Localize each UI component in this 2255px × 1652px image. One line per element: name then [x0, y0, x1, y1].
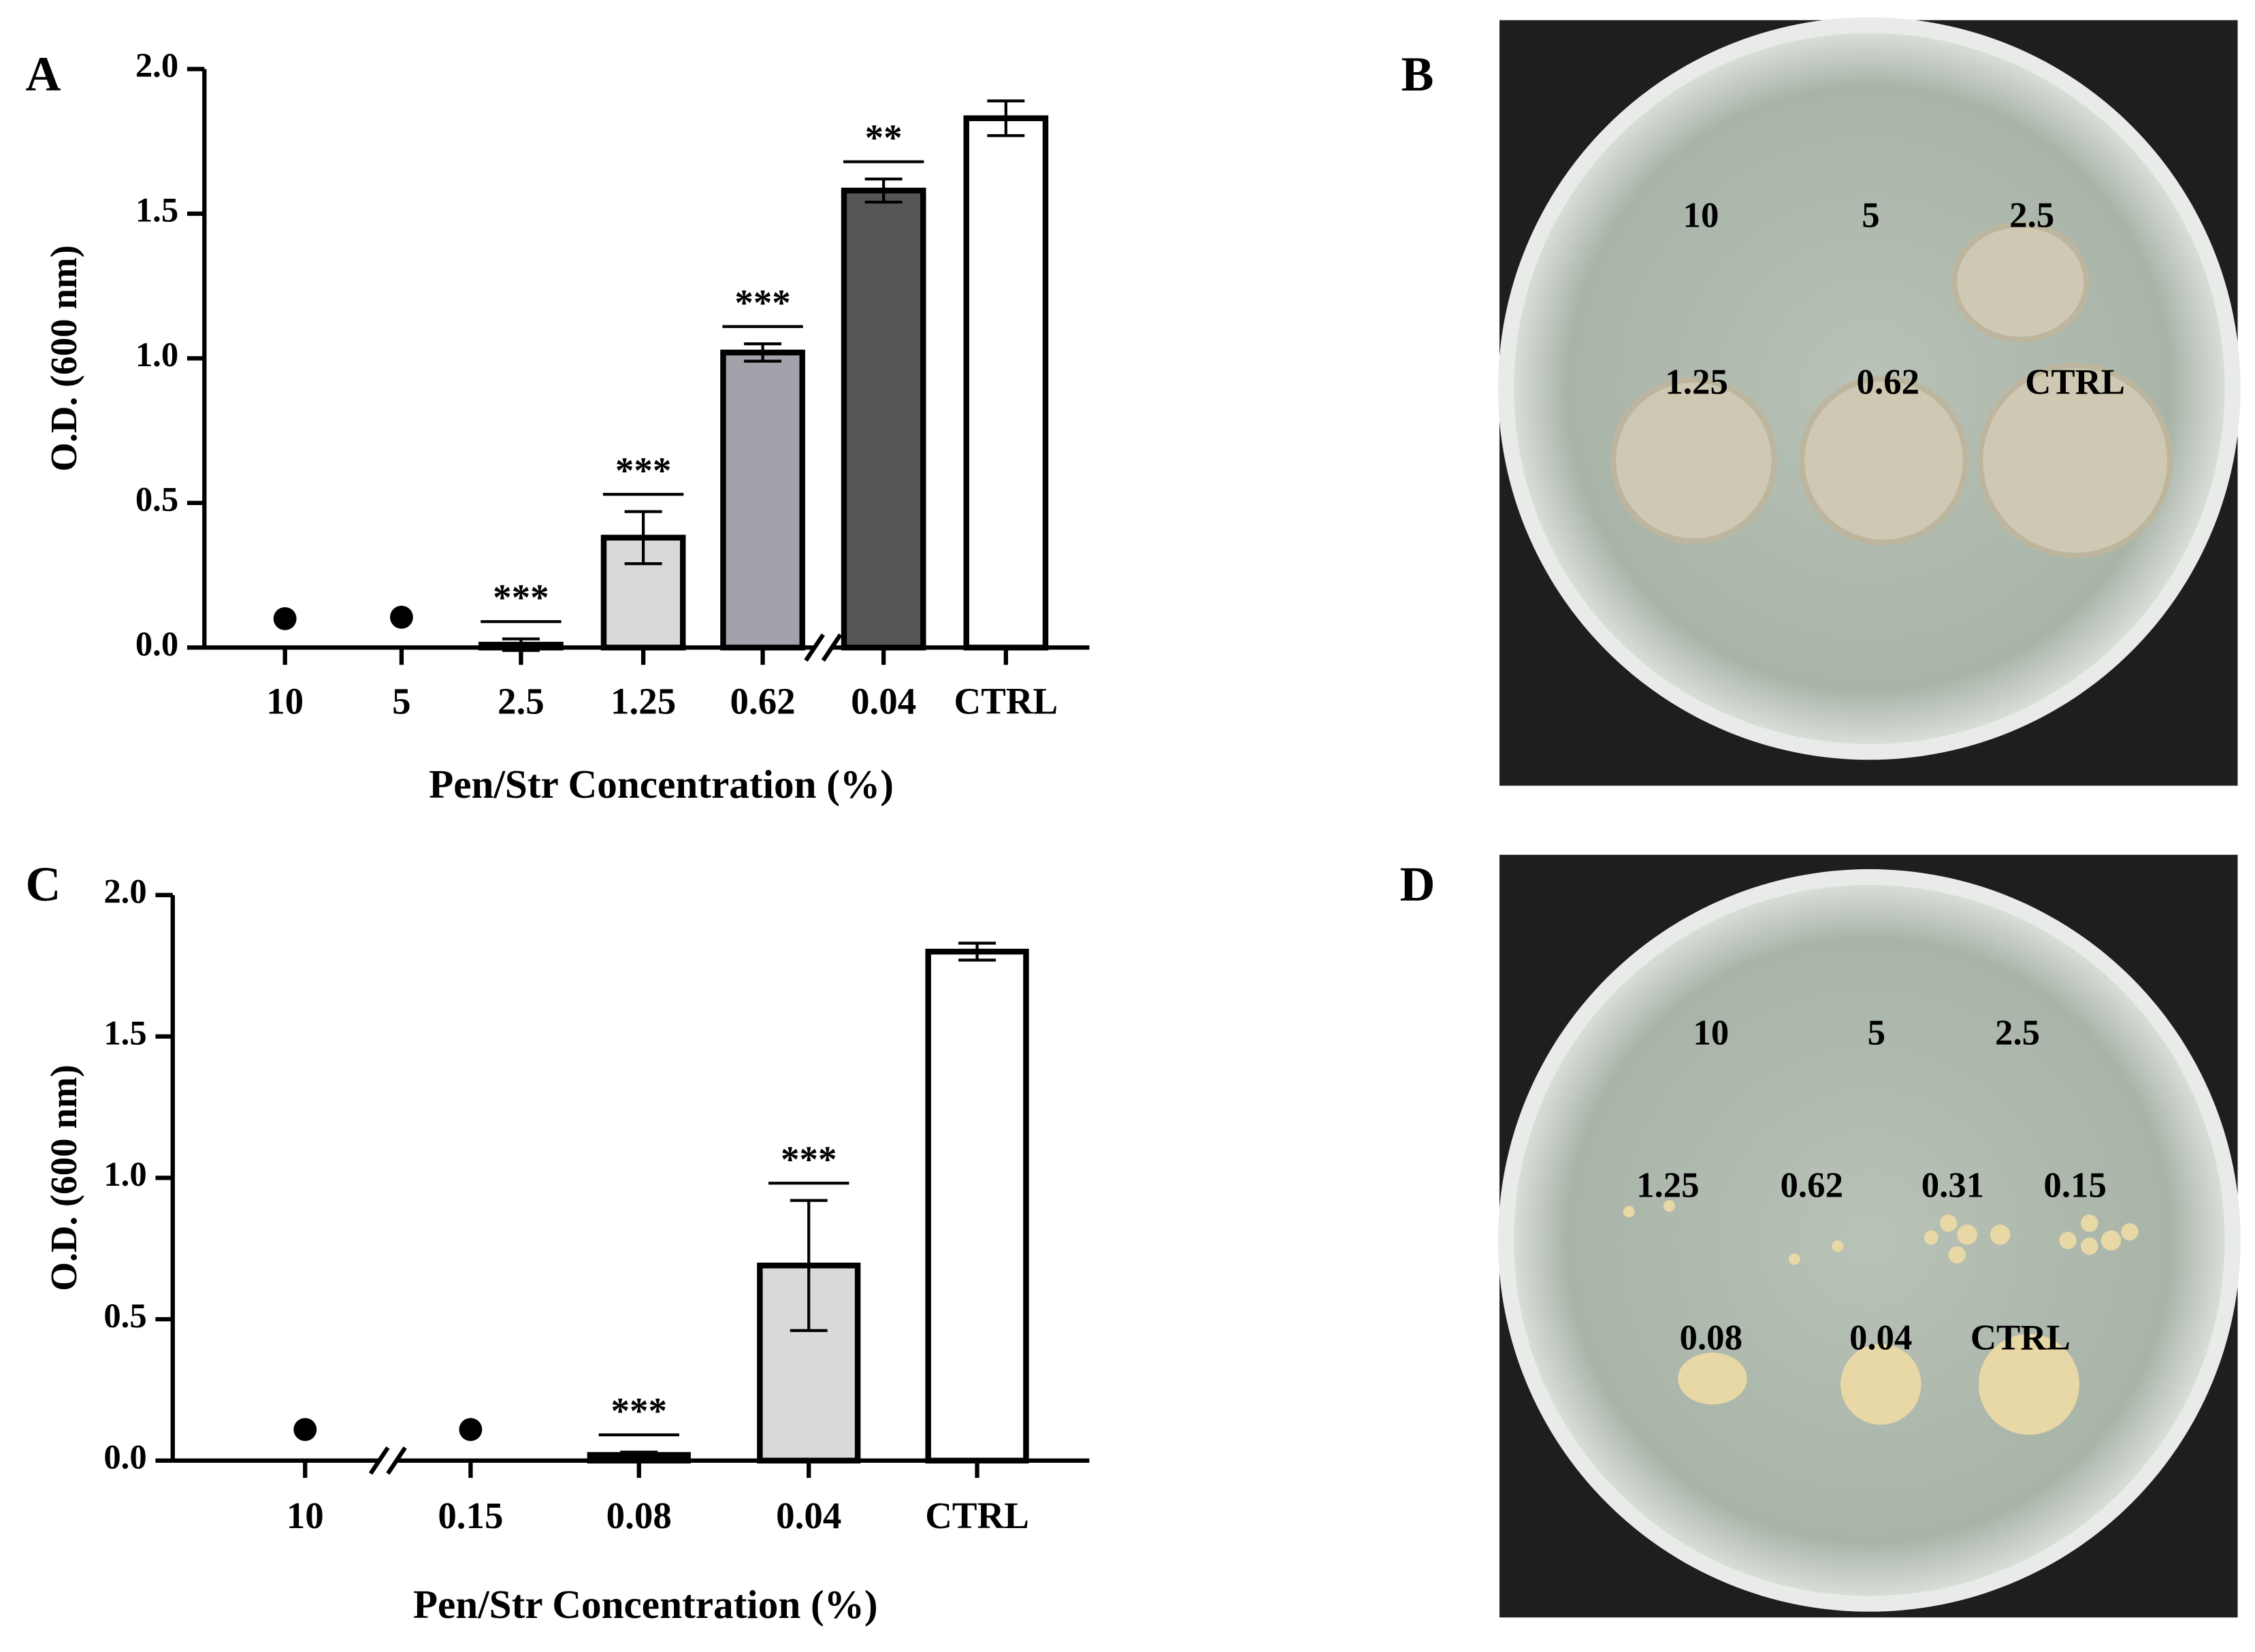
plate-label: 0.62 — [1781, 1165, 1843, 1205]
panel-label: B — [1401, 47, 1434, 101]
bar — [963, 115, 1049, 651]
x-tick-label: CTRL — [925, 1495, 1029, 1536]
significance-label: *** — [493, 577, 549, 618]
plate-label: 10 — [1693, 1013, 1729, 1052]
x-tick-label: 5 — [392, 681, 410, 722]
plate-label: 1.25 — [1665, 363, 1727, 402]
y-tick-label: 0.5 — [103, 1297, 146, 1335]
plate-label: 0.08 — [1680, 1318, 1742, 1357]
x-axis-title: Pen/Str Concentration (%) — [429, 762, 894, 807]
panel-label: C — [26, 857, 61, 911]
marker — [293, 1418, 317, 1442]
error-bar — [790, 1199, 828, 1332]
y-tick-label: 0.5 — [135, 481, 178, 519]
y-tick-label: 2.0 — [103, 873, 146, 911]
y-tick-label: 0.0 — [103, 1438, 146, 1476]
x-tick-label: 2.5 — [498, 681, 545, 722]
bar — [925, 948, 1029, 1464]
bar — [841, 187, 926, 651]
bar — [720, 349, 805, 651]
y-tick-label: 1.5 — [135, 191, 178, 229]
y-tick-label: 1.0 — [135, 336, 178, 374]
significance-label: *** — [734, 282, 790, 323]
x-tick-label: 0.15 — [438, 1495, 503, 1536]
error-bar — [987, 99, 1025, 137]
x-tick-label: 0.62 — [730, 681, 795, 722]
panel-label: A — [26, 47, 61, 101]
error-bar — [744, 342, 782, 363]
plate-label: 5 — [1868, 1013, 1885, 1052]
axis-break — [821, 633, 843, 662]
plate-label: 2.5 — [1995, 1013, 2040, 1052]
significance-label: *** — [615, 449, 671, 491]
plate-label: 0.62 — [1857, 363, 1919, 402]
error-bar — [864, 177, 903, 204]
error-bar — [620, 1451, 658, 1459]
plate-label: 0.31 — [1921, 1165, 1984, 1205]
error-bar — [502, 637, 540, 652]
colonies — [1623, 1200, 2139, 1435]
plate-label: 1.25 — [1636, 1165, 1699, 1205]
x-tick-label: 0.04 — [776, 1495, 841, 1536]
plate-label: 2.5 — [2009, 195, 2054, 235]
y-axis-title: O.D. (600 nm) — [43, 1065, 84, 1291]
plate-label: 0.15 — [2043, 1165, 2106, 1205]
x-tick-label: 0.04 — [851, 681, 916, 722]
y-tick-label: 2.0 — [135, 46, 178, 84]
significance-label: ** — [865, 117, 903, 159]
y-tick-label: 0.0 — [135, 625, 178, 663]
x-tick-label: 10 — [287, 1495, 324, 1536]
panel-label: D — [1400, 857, 1435, 911]
x-tick-label: 0.08 — [606, 1495, 672, 1536]
y-tick-label: 1.0 — [103, 1155, 146, 1193]
y-axis-title: O.D. (600 nm) — [43, 245, 84, 472]
plate-label: 0.04 — [1849, 1318, 1912, 1357]
plate-label: CTRL — [1970, 1318, 2071, 1357]
x-axis-title: Pen/Str Concentration (%) — [413, 1582, 878, 1627]
x-tick-label: 1.25 — [611, 681, 676, 722]
x-tick-label: CTRL — [954, 681, 1058, 722]
y-tick-label: 1.5 — [103, 1014, 146, 1052]
axis-break — [804, 633, 826, 662]
plate-label: 10 — [1683, 195, 1719, 235]
marker — [273, 606, 297, 630]
marker — [459, 1418, 483, 1442]
colonies — [1610, 221, 2173, 559]
axis-break — [368, 1446, 390, 1475]
plate-label: 5 — [1862, 195, 1879, 235]
axis-break — [386, 1446, 407, 1475]
error-bar — [624, 510, 662, 566]
significance-label: *** — [781, 1138, 837, 1180]
x-tick-label: 10 — [266, 681, 304, 722]
error-bar — [958, 941, 996, 962]
significance-label: *** — [611, 1390, 667, 1431]
plate-label: CTRL — [2025, 363, 2125, 402]
marker — [390, 605, 413, 629]
